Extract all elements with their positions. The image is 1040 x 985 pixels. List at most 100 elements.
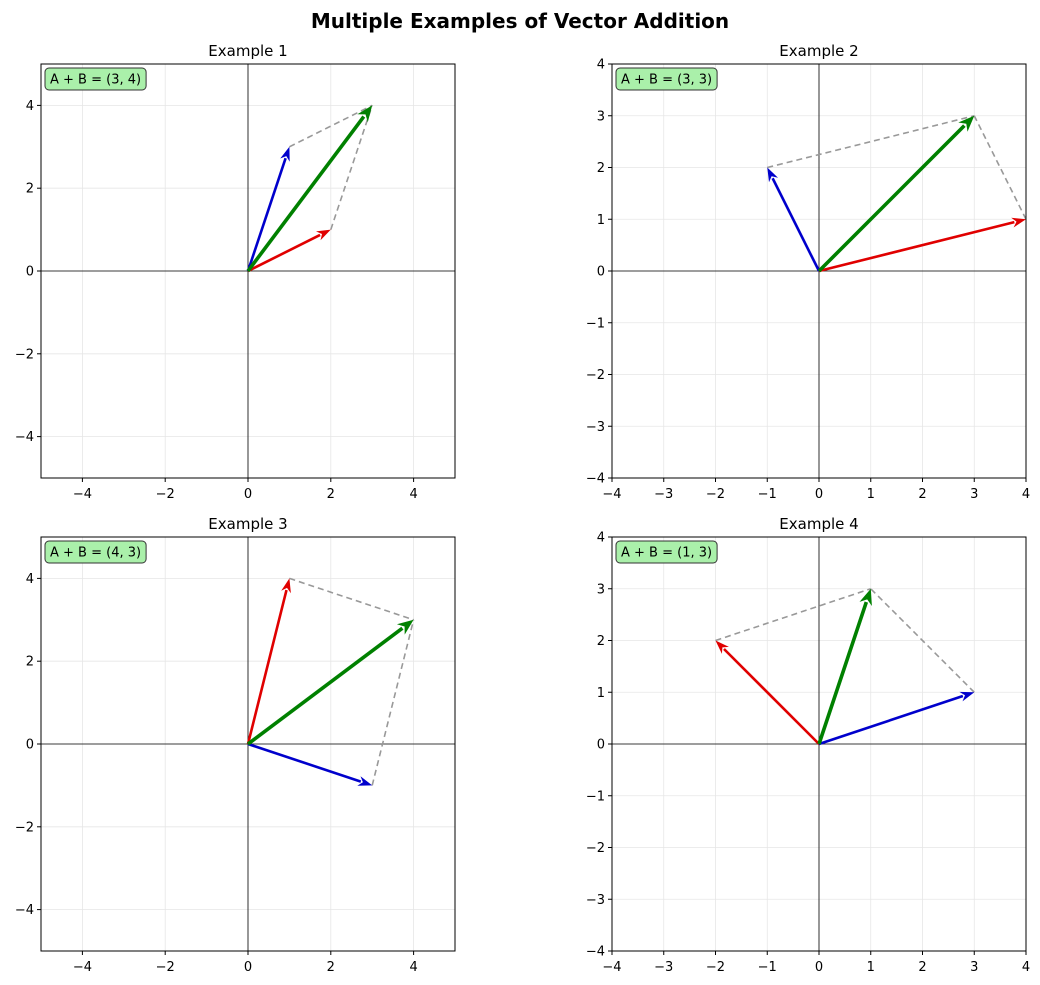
sum-vector-arrow-shaft: [246, 626, 404, 746]
x-tick-label: −2: [156, 487, 175, 502]
y-tick-label: 1: [597, 686, 605, 701]
y-tick-label: −4: [586, 472, 605, 487]
x-tick-label: −3: [654, 487, 673, 502]
annotation-text: A + B = (1, 3): [621, 546, 712, 561]
vector-a-arrow-head: [281, 578, 291, 594]
sum-annotation-badge: A + B = (3, 3): [615, 67, 718, 91]
badge-box: [615, 67, 718, 91]
y-tick-label: −3: [586, 420, 605, 435]
sum-vector-arrow-head: [396, 619, 414, 635]
vector-a-arrow: [818, 217, 1026, 273]
annotation-text: A + B = (3, 3): [621, 73, 712, 88]
vector-b-arrow-shaft: [247, 742, 362, 783]
vector-b-arrow: [246, 146, 290, 272]
figure-title: Multiple Examples of Vector Addition: [311, 9, 729, 33]
panel-title: Example 4: [779, 515, 858, 533]
y-tick-label: 4: [26, 99, 34, 114]
panel-title: Example 3: [208, 515, 287, 533]
x-tick-label: −2: [156, 960, 175, 975]
plot-content: [41, 537, 455, 951]
sum-vector-arrow: [246, 105, 373, 273]
y-tick-label: 0: [597, 738, 605, 753]
x-tick-label: −3: [654, 960, 673, 975]
panel-3: −4 −2 0 2 4 −4 −2 0 2 4 Example 3 A + B = (4, 3): [15, 515, 456, 975]
sum-vector-arrow: [246, 619, 414, 746]
y-tick-label: 2: [26, 655, 34, 670]
x-tick-label: 0: [815, 960, 823, 975]
y-tick-label: 3: [597, 582, 605, 597]
y-tick-label: 0: [26, 738, 34, 753]
y-tick-label: −1: [586, 316, 605, 331]
vector-b-arrow-head: [959, 691, 975, 702]
panel-title: Example 1: [208, 42, 287, 60]
y-tick-label: −2: [15, 820, 34, 835]
vector-a-arrow-shaft: [818, 220, 1015, 273]
vector-a-arrow-shaft: [246, 589, 288, 745]
y-tick-label: −4: [15, 903, 34, 918]
parallelogram-side: [870, 588, 975, 693]
parallelogram-side: [289, 104, 373, 148]
sum-vector-arrow-head: [958, 115, 975, 132]
vector-a-arrow-shaft: [723, 648, 820, 745]
parallelogram-side: [767, 114, 975, 169]
sum-vector-arrow-head: [357, 105, 373, 123]
vector-b-arrow-shaft: [771, 177, 821, 272]
sum-vector-arrow: [817, 588, 872, 745]
parallelogram-side: [715, 587, 872, 642]
sum-annotation-badge: A + B = (4, 3): [44, 540, 147, 564]
x-tick-label: 2: [327, 960, 335, 975]
y-tick-label: 2: [597, 634, 605, 649]
vector-a-arrow: [715, 640, 820, 745]
sum-vector-arrow-shaft: [817, 601, 869, 745]
x-tick-label: 1: [867, 960, 875, 975]
x-tick-label: 3: [970, 487, 978, 502]
sum-annotation-badge: A + B = (1, 3): [615, 540, 718, 564]
vector-b-arrow-head: [767, 167, 778, 183]
y-tick-label: 4: [597, 531, 605, 546]
vector-b-arrow-shaft: [818, 694, 964, 746]
x-tick-label: 0: [244, 960, 252, 975]
x-tick-label: 2: [918, 487, 926, 502]
y-tick-label: 4: [597, 58, 605, 73]
x-tick-label: −4: [73, 960, 92, 975]
x-tick-label: 4: [409, 487, 417, 502]
badge-box: [615, 540, 718, 564]
x-tick-label: −4: [602, 487, 621, 502]
vector-b-arrow-shaft: [246, 157, 287, 272]
badge-box: [44, 67, 147, 91]
parallelogram-side: [371, 619, 415, 786]
x-tick-label: −2: [706, 960, 725, 975]
panel-4: −4 −3 −2 −1 0 1 2 3 4 −4 −3 −2 −1 0 1 2 3 4 Example 4 A + B…: [586, 515, 1030, 975]
plot-content: [41, 64, 455, 478]
y-tick-label: 2: [26, 182, 34, 197]
y-tick-label: 1: [597, 213, 605, 228]
sum-vector-arrow-shaft: [817, 124, 966, 273]
sum-vector-arrow-head: [859, 588, 872, 606]
plot-content: [612, 537, 1026, 951]
vector-a-arrow: [247, 229, 331, 273]
parallelogram-side: [330, 105, 373, 230]
sum-vector-arrow-shaft: [246, 115, 366, 273]
vector-b-arrow: [767, 167, 821, 272]
plot-content: [612, 64, 1026, 478]
x-tick-label: −4: [602, 960, 621, 975]
panel-2: −4 −3 −2 −1 0 1 2 3 4 −4 −3 −2 −1 0 1 2 3 4 Example 2 A + B…: [586, 42, 1030, 502]
y-tick-label: 2: [597, 161, 605, 176]
x-tick-label: 4: [1022, 487, 1030, 502]
x-tick-label: −1: [758, 487, 777, 502]
y-tick-label: −4: [15, 430, 34, 445]
x-tick-label: −1: [758, 960, 777, 975]
x-tick-label: 0: [815, 487, 823, 502]
x-tick-label: 4: [1022, 960, 1030, 975]
vector-b-arrow-head: [280, 146, 290, 162]
vector-a-arrow-head: [1011, 217, 1026, 228]
x-tick-label: 3: [970, 960, 978, 975]
vector-b-arrow: [818, 691, 975, 746]
x-tick-label: 2: [327, 487, 335, 502]
y-tick-label: 4: [26, 572, 34, 587]
annotation-text: A + B = (3, 4): [50, 73, 141, 88]
y-tick-label: 0: [597, 265, 605, 280]
sum-vector-arrow: [817, 115, 975, 273]
